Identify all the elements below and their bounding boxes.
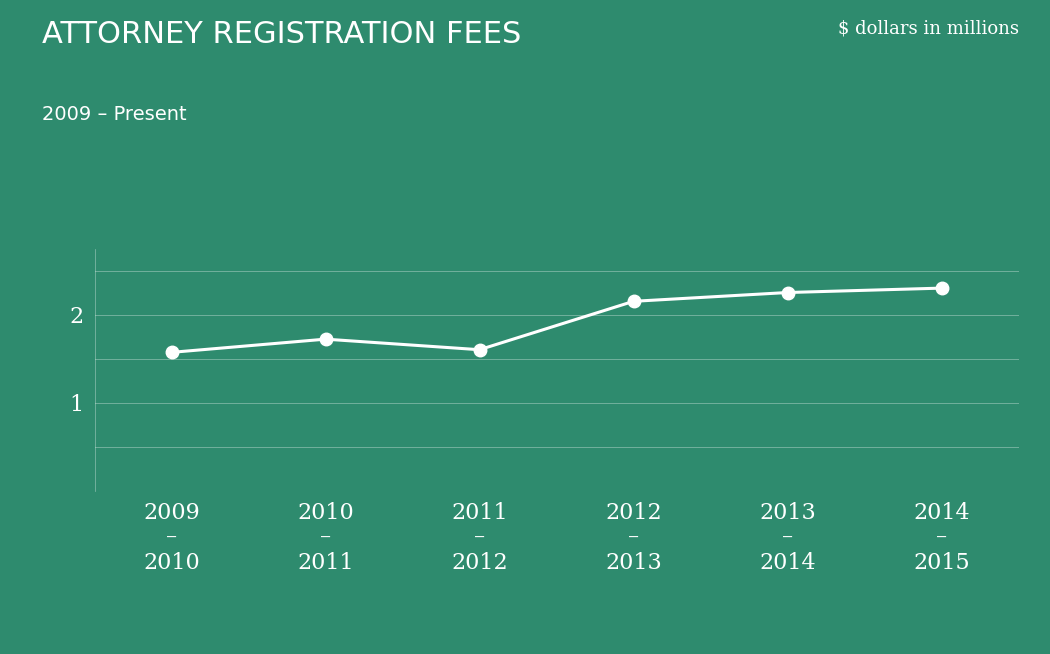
Text: 2009 – Present: 2009 – Present [42,105,187,124]
Text: ATTORNEY REGISTRATION FEES: ATTORNEY REGISTRATION FEES [42,20,522,48]
Text: $ dollars in millions: $ dollars in millions [838,20,1018,38]
